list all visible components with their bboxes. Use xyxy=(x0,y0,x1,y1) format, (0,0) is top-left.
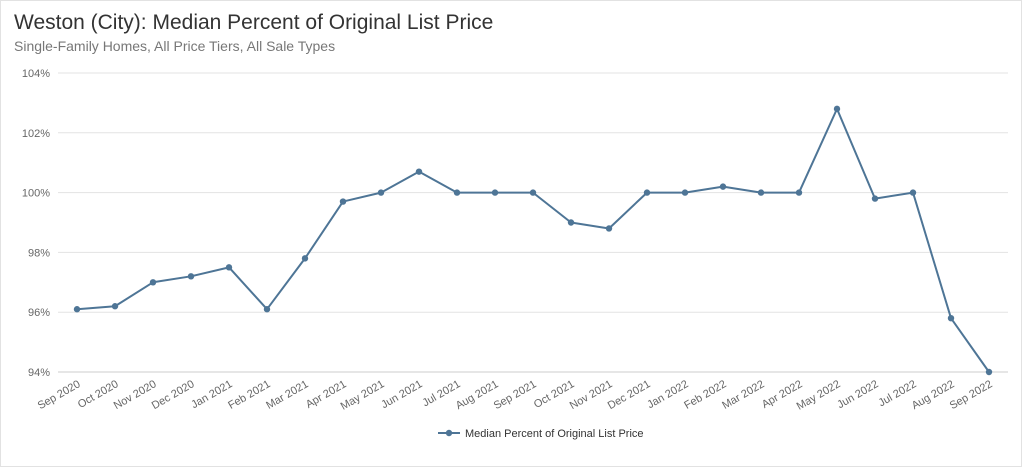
data-point[interactable] xyxy=(339,198,347,205)
x-tick-label: Dec 2020 xyxy=(150,378,197,412)
data-point[interactable] xyxy=(795,189,803,196)
legend-point-marker xyxy=(445,429,453,437)
data-point[interactable] xyxy=(377,189,385,196)
x-tick-label: Jan 2022 xyxy=(645,378,690,411)
data-point[interactable] xyxy=(643,189,651,196)
data-point[interactable] xyxy=(871,195,879,202)
x-tick-label: Jun 2021 xyxy=(379,378,424,411)
data-point[interactable] xyxy=(947,314,955,322)
data-point[interactable] xyxy=(985,368,993,376)
data-point[interactable] xyxy=(529,189,537,196)
x-tick-label: Feb 2022 xyxy=(682,378,728,412)
x-tick-label: Sep 2020 xyxy=(36,378,83,412)
y-tick-label: 100% xyxy=(22,188,50,200)
x-tick-label: May 2022 xyxy=(795,378,843,413)
data-point[interactable] xyxy=(301,255,309,262)
legend-label: Median Percent of Original List Price xyxy=(465,428,644,440)
data-point[interactable] xyxy=(415,168,423,175)
x-tick-label: Nov 2021 xyxy=(568,378,615,412)
series-line xyxy=(76,107,990,373)
y-tick-label: 94% xyxy=(28,367,50,379)
x-tick-label: May 2021 xyxy=(339,378,387,413)
x-tick-label: Nov 2020 xyxy=(112,378,159,412)
chart-subtitle: Single-Family Homes, All Price Tiers, Al… xyxy=(14,38,336,54)
x-tick-label: Aug 2021 xyxy=(454,378,501,412)
data-point[interactable] xyxy=(605,225,613,232)
y-tick-label: 102% xyxy=(22,128,50,140)
gridlines xyxy=(58,72,1008,373)
x-tick-label: Mar 2021 xyxy=(264,378,310,412)
x-tick-label: Sep 2022 xyxy=(948,378,995,412)
data-point[interactable] xyxy=(719,183,727,190)
x-tick-label: Dec 2021 xyxy=(606,378,653,412)
data-point[interactable] xyxy=(73,306,81,313)
data-point[interactable] xyxy=(263,306,271,313)
data-point[interactable] xyxy=(453,189,461,196)
x-tick-label: Mar 2022 xyxy=(720,378,766,412)
legend[interactable]: Median Percent of Original List Price xyxy=(438,428,644,440)
data-point[interactable] xyxy=(149,279,157,286)
y-axis-ticks: 94% 96% 98% 100% 102% 104% xyxy=(22,68,50,379)
data-point[interactable] xyxy=(225,264,233,271)
y-tick-label: 96% xyxy=(28,307,50,319)
x-tick-label: Feb 2021 xyxy=(226,378,272,412)
x-tick-label: Jan 2021 xyxy=(189,378,234,411)
data-point[interactable] xyxy=(187,273,195,280)
y-tick-label: 104% xyxy=(22,68,50,80)
series-layer xyxy=(73,105,993,376)
x-tick-label: Jun 2022 xyxy=(835,378,880,411)
data-point[interactable] xyxy=(111,303,119,310)
x-tick-label: Aug 2022 xyxy=(910,378,957,412)
x-tick-label: Sep 2021 xyxy=(492,378,539,412)
data-point[interactable] xyxy=(681,189,689,196)
data-point[interactable] xyxy=(757,189,765,196)
chart-title: Weston (City): Median Percent of Origina… xyxy=(14,11,494,34)
data-point[interactable] xyxy=(833,105,841,113)
data-point[interactable] xyxy=(491,189,499,196)
data-point[interactable] xyxy=(909,189,917,196)
data-point[interactable] xyxy=(567,219,575,226)
y-tick-label: 98% xyxy=(28,247,50,259)
